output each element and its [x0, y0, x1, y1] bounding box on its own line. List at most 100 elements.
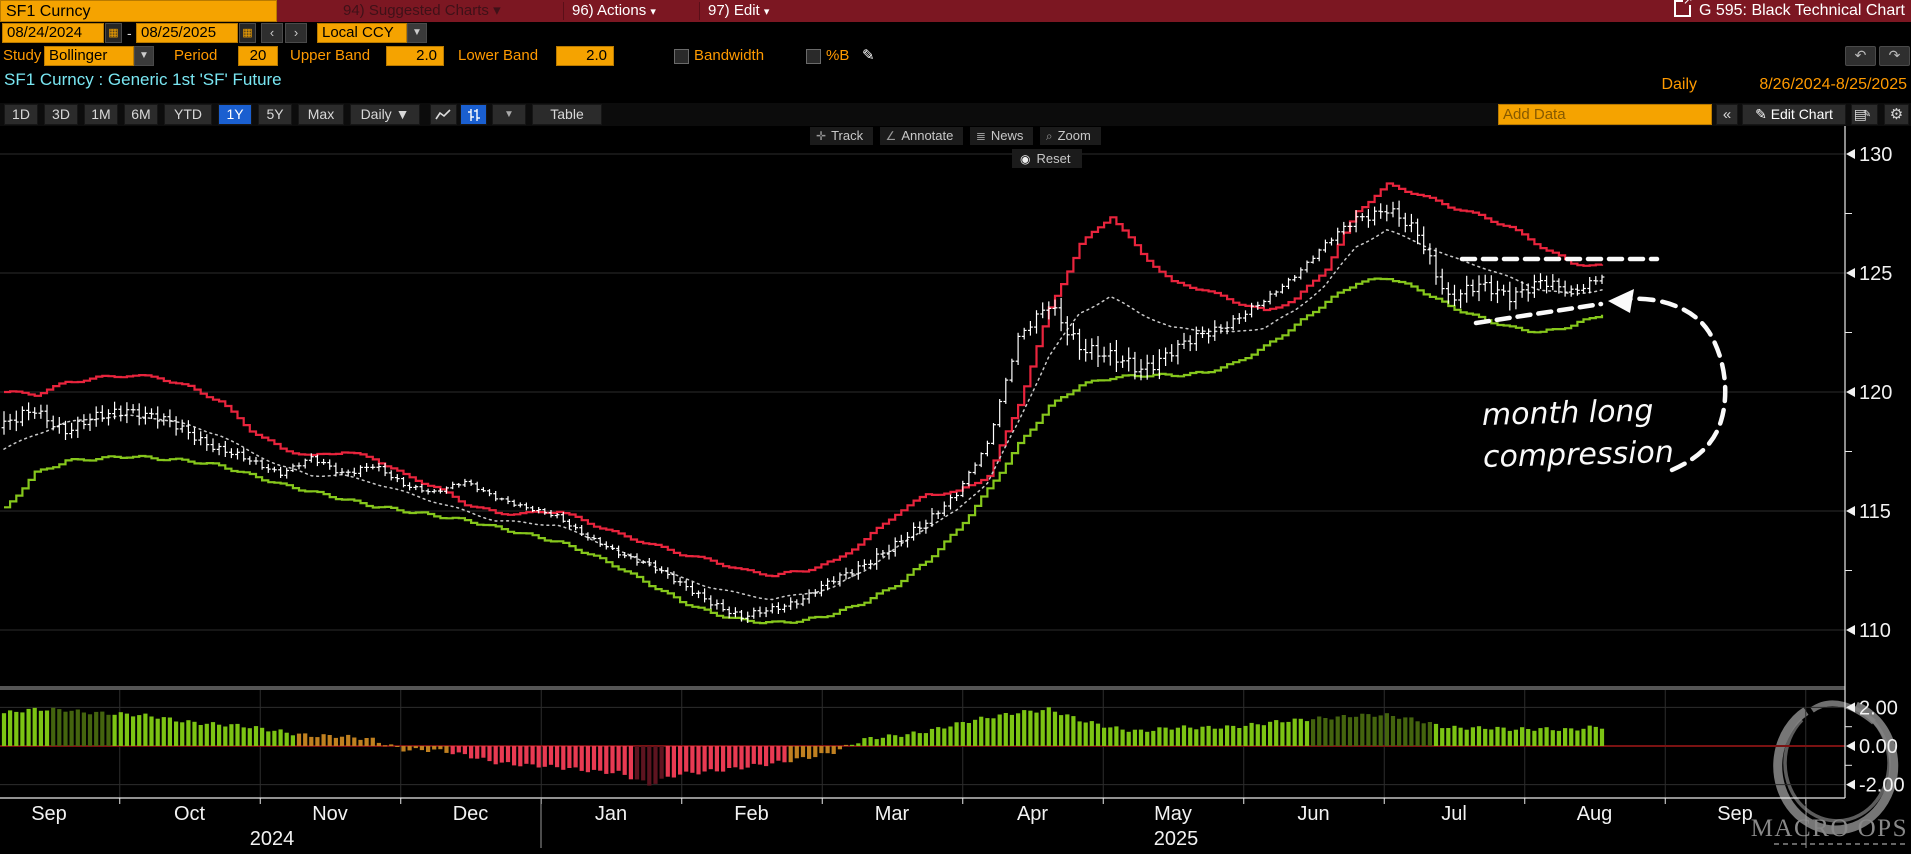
suggested-charts-menu[interactable]: 94) Suggested Charts ▾ [343, 2, 501, 19]
svg-text:115: 115 [1859, 501, 1891, 523]
end-date-field[interactable]: 08/25/2025 [136, 23, 238, 43]
chart-title: ↗ G 595: Black Technical Chart [1673, 0, 1905, 22]
svg-text:Feb: Feb [734, 803, 768, 825]
currency-select[interactable]: Local CCY [317, 23, 407, 43]
edit-chart-button[interactable]: ✎ Edit Chart [1742, 104, 1846, 125]
undo-button[interactable]: ↶ [1845, 46, 1876, 66]
tab-3d[interactable]: 3D [44, 104, 78, 125]
annotate-pencil-icon: ∠ [885, 129, 897, 143]
track-crosshair-icon: ✛ [816, 129, 827, 143]
security-ticker-field[interactable]: SF1 Curncy [0, 0, 277, 22]
svg-text:Oct: Oct [174, 803, 206, 825]
reset-zoom-button[interactable]: ◉ Reset [1012, 149, 1083, 168]
upper-bollinger-band [4, 182, 1604, 578]
date-range-text: 8/26/2024-8/25/2025 [1759, 76, 1907, 93]
tab-ytd[interactable]: YTD [164, 104, 212, 125]
price-axis-labels: 130 125 120 115 110 2.00 0.00 -2.00 [1846, 144, 1905, 797]
range-back-button[interactable]: ‹ [261, 23, 283, 43]
news-button[interactable]: ≣ News [969, 127, 1034, 145]
lower-bollinger-band [4, 277, 1604, 625]
bandwidth-checkbox[interactable] [674, 49, 689, 64]
add-data-input[interactable] [1498, 104, 1712, 125]
collapse-panel-button[interactable]: « [1716, 104, 1738, 125]
tab-max[interactable]: Max [298, 104, 344, 125]
frequency-dropdown[interactable]: Daily ▼ [350, 104, 420, 125]
svg-text:120: 120 [1859, 382, 1892, 404]
track-button[interactable]: ✛ Track [810, 127, 874, 145]
actions-menu[interactable]: 96) Actions ▾ [572, 2, 656, 19]
tab-1d[interactable]: 1D [4, 104, 38, 125]
annotate-pencil-icon[interactable]: ✎ [862, 47, 875, 64]
annotate-button[interactable]: ∠ Annotate [879, 127, 964, 145]
bandwidth-label: Bandwidth [694, 47, 765, 64]
menu-separator [699, 2, 700, 20]
macro-ops-watermark: MACRO OPS [1751, 700, 1908, 845]
lower-band-field[interactable]: 2.0 [556, 46, 614, 66]
study-select[interactable]: Bollinger [44, 46, 134, 66]
svg-text:-2.00: -2.00 [1859, 775, 1905, 797]
title-bar: SF1 Curncy 94) Suggested Charts ▾ 96) Ac… [0, 0, 1911, 22]
tab-1y[interactable]: 1Y [218, 104, 252, 125]
start-date-field[interactable]: 08/24/2024 [2, 23, 104, 43]
reset-target-icon: ◉ [1020, 152, 1031, 166]
chart-notes-icon[interactable]: ▤✎ [1851, 104, 1878, 125]
chart-type-caret-icon[interactable]: ▼ [492, 104, 526, 125]
chart-settings-gear-icon[interactable]: ⚙ [1884, 104, 1909, 125]
menu-bar-background [277, 0, 1911, 22]
svg-text:Dec: Dec [453, 803, 489, 825]
svg-text:Jan: Jan [595, 803, 627, 825]
tab-6m[interactable]: 6M [124, 104, 158, 125]
frequency-text: Daily [1661, 76, 1697, 93]
end-date-calendar-icon[interactable]: ▦ [239, 23, 256, 43]
pctb-checkbox[interactable] [806, 49, 821, 64]
study-bar: Study Bollinger ▼ Period 20 Upper Band 2… [0, 46, 1911, 67]
tab-5y[interactable]: 5Y [258, 104, 292, 125]
table-button[interactable]: Table [532, 104, 602, 125]
chart-toolbar: 1D 3D 1M 6M YTD 1Y 5Y Max Daily ▼ ▼ Tabl… [0, 103, 1911, 126]
svg-text:130: 130 [1859, 144, 1892, 166]
upper-band-field[interactable]: 2.0 [386, 46, 444, 66]
period-field[interactable]: 20 [238, 46, 278, 66]
upper-band-label: Upper Band [290, 47, 371, 64]
security-description-row: SF1 Curncy : Generic 1st 'SF' Future Dai… [0, 68, 1911, 98]
study-label: Study [3, 47, 42, 64]
price-gridlines [0, 153, 1845, 631]
svg-text:Sep: Sep [31, 803, 67, 825]
tab-1m[interactable]: 1M [84, 104, 118, 125]
svg-text:month long: month long [1481, 393, 1654, 432]
menu-separator [563, 2, 564, 20]
date-range-bar: 08/24/2024 ▦ - 08/25/2025 ▦ ‹ › Local CC… [0, 23, 1911, 44]
candlestick-chart-icon[interactable] [460, 104, 487, 125]
currency-caret-icon[interactable]: ▼ [407, 23, 427, 43]
svg-text:2025: 2025 [1154, 828, 1199, 849]
svg-text:Jul: Jul [1441, 803, 1467, 825]
svg-text:0.00: 0.00 [1859, 736, 1898, 758]
svg-text:Mar: Mar [875, 803, 910, 825]
news-lines-icon: ≣ [975, 129, 986, 143]
svg-text:Jun: Jun [1297, 803, 1329, 825]
middle-bollinger-band [3, 228, 1603, 601]
edit-menu[interactable]: 97) Edit ▾ [708, 2, 770, 19]
svg-text:2024: 2024 [250, 828, 295, 849]
pctb-panel [0, 686, 1845, 798]
svg-text:2.00: 2.00 [1859, 697, 1898, 719]
study-caret-icon[interactable]: ▼ [134, 46, 154, 66]
chart-overlay-toolbar: ✛ Track ∠ Annotate ≣ News ⌕ Zoom [810, 127, 1103, 145]
start-date-calendar-icon[interactable]: ▦ [105, 23, 122, 43]
svg-text:Nov: Nov [312, 803, 348, 825]
pctb-histogram [1, 707, 1605, 786]
export-icon[interactable]: ↗ [1673, 0, 1693, 17]
svg-text:Aug: Aug [1577, 803, 1613, 825]
svg-text:Sep: Sep [1717, 803, 1753, 825]
svg-text:May: May [1154, 803, 1192, 825]
date-separator: - [127, 25, 132, 41]
zoom-magnifier-icon: ⌕ [1045, 129, 1053, 143]
line-chart-icon[interactable] [430, 104, 457, 125]
redo-button[interactable]: ↷ [1879, 46, 1910, 66]
zoom-button[interactable]: ⌕ Zoom [1039, 127, 1101, 145]
range-forward-button[interactable]: › [285, 23, 307, 43]
svg-text:MACRO OPS: MACRO OPS [1751, 815, 1908, 842]
annotation-text: month long compression [1481, 393, 1675, 475]
svg-text:compression: compression [1483, 435, 1675, 475]
